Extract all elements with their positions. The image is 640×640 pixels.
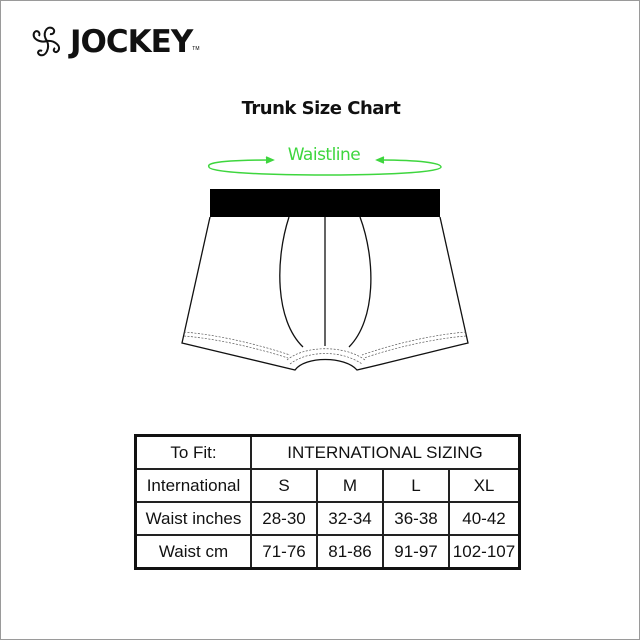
table-cell: M bbox=[316, 468, 384, 503]
trunk-diagram bbox=[181, 156, 469, 371]
waistline-label: Waistline bbox=[287, 145, 361, 165]
table-row: Waist cm 71-76 81-86 91-97 102-107 bbox=[134, 534, 521, 570]
table-cell: 102-107 bbox=[448, 534, 521, 570]
table-cell: 71-76 bbox=[250, 534, 318, 570]
trademark: TM bbox=[192, 46, 200, 52]
brand-logo: JOCKEY TM bbox=[28, 24, 200, 60]
table-cell: XL bbox=[448, 468, 521, 503]
size-table: To Fit: INTERNATIONAL SIZING Internation… bbox=[134, 434, 521, 570]
jockey-swirl-icon bbox=[32, 26, 60, 57]
table-cell: S bbox=[250, 468, 318, 503]
brand-name: JOCKEY bbox=[70, 24, 193, 60]
row-label: International bbox=[134, 468, 252, 503]
table-cell: L bbox=[382, 468, 450, 503]
table-row: International S M L XL bbox=[134, 468, 521, 503]
waistband bbox=[210, 189, 440, 217]
table-cell: 91-97 bbox=[382, 534, 450, 570]
row-label: Waist inches bbox=[134, 501, 252, 536]
international-sizing-header: INTERNATIONAL SIZING bbox=[250, 434, 521, 470]
chart-title: Trunk Size Chart bbox=[241, 98, 401, 119]
table-cell: 36-38 bbox=[382, 501, 450, 536]
table-cell: 81-86 bbox=[316, 534, 384, 570]
table-row: Waist inches 28-30 32-34 36-38 40-42 bbox=[134, 501, 521, 536]
table-header-row: To Fit: INTERNATIONAL SIZING bbox=[134, 434, 521, 470]
trunk-outline bbox=[181, 216, 469, 371]
to-fit-header: To Fit: bbox=[134, 434, 252, 470]
row-label: Waist cm bbox=[134, 534, 252, 570]
waistline-ellipse bbox=[207, 156, 442, 176]
table-cell: 32-34 bbox=[316, 501, 384, 536]
table-cell: 28-30 bbox=[250, 501, 318, 536]
table-cell: 40-42 bbox=[448, 501, 521, 536]
